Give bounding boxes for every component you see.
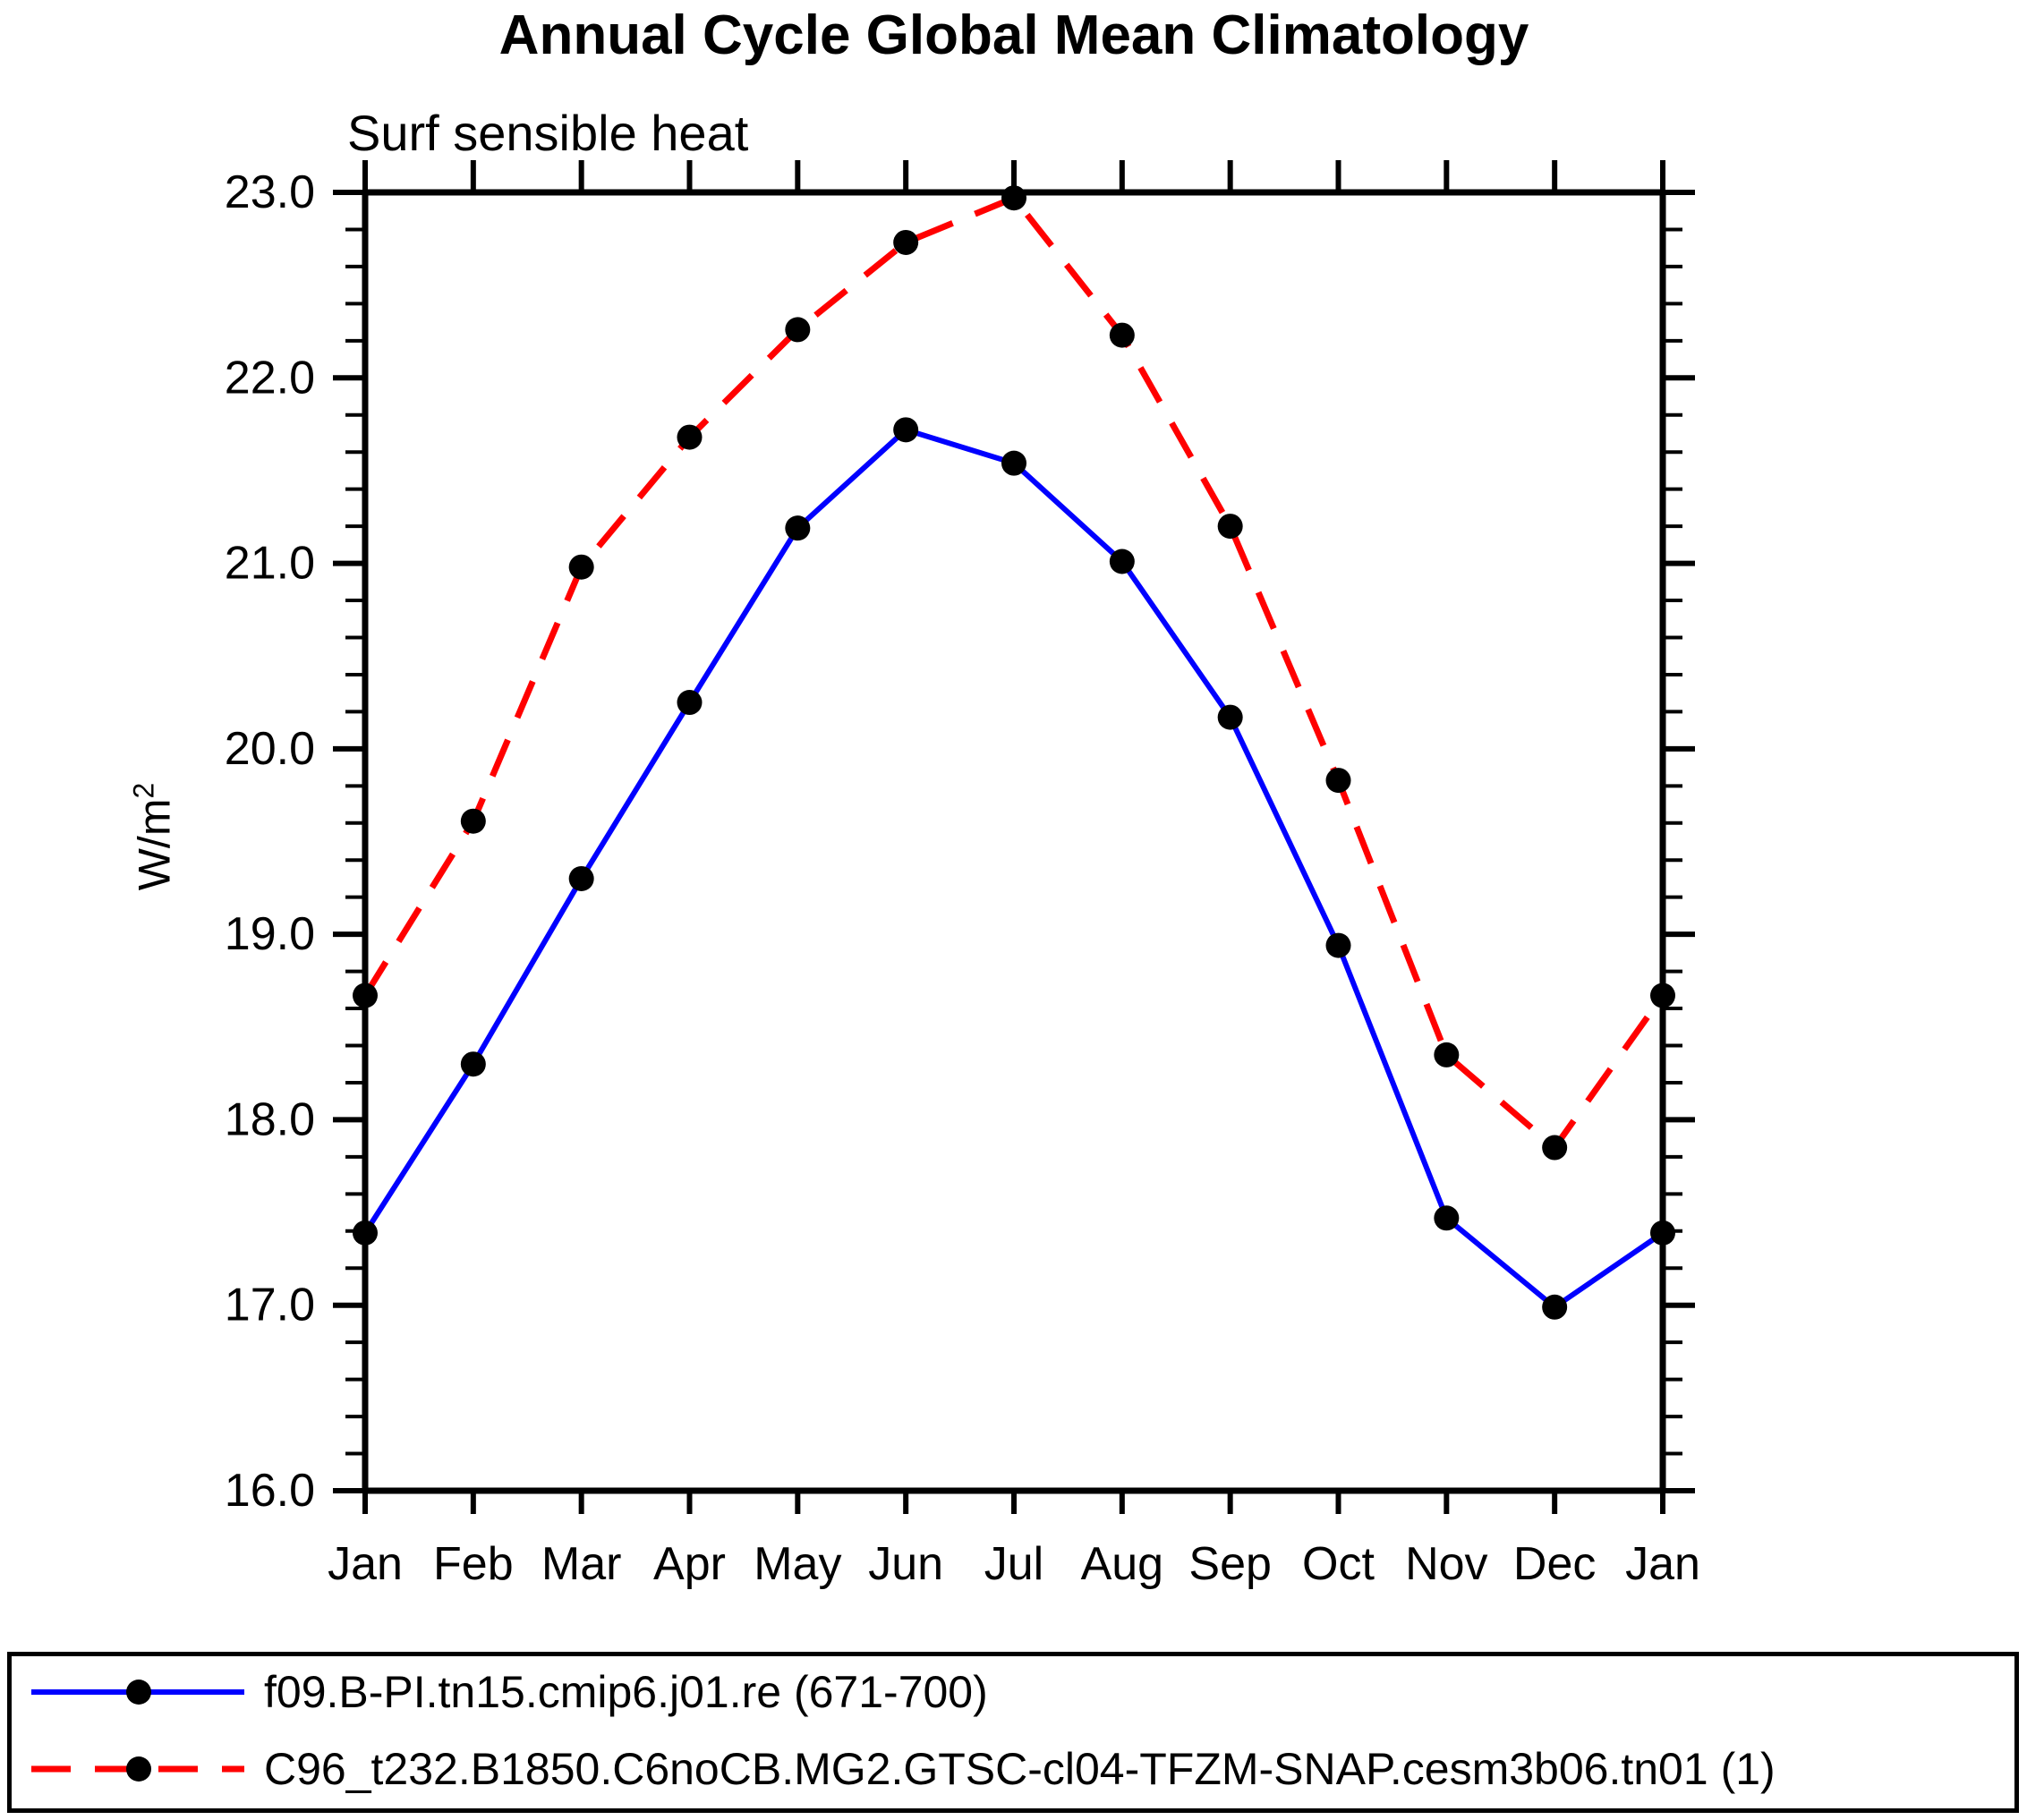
data-point-marker bbox=[460, 808, 486, 834]
data-point-marker bbox=[353, 982, 378, 1008]
x-tick-label: Jan bbox=[328, 1538, 403, 1590]
data-point-marker bbox=[893, 417, 919, 443]
data-point-marker bbox=[677, 690, 703, 716]
data-point-marker bbox=[568, 554, 594, 580]
series-0 bbox=[353, 417, 1675, 1320]
data-point-marker bbox=[1325, 932, 1351, 958]
legend-box: f09.B-PI.tn15.cmip6.j01.re (671-700) C96… bbox=[7, 1652, 2019, 1813]
y-axis-minor-ticks bbox=[345, 227, 1682, 1456]
y-tick-label: 17.0 bbox=[225, 1280, 315, 1331]
data-point-marker bbox=[1109, 549, 1135, 574]
legend-line-sample-solid bbox=[31, 1680, 244, 1705]
x-tick-label: Jul bbox=[984, 1538, 1043, 1590]
chart-title: Annual Cycle Global Mean Climatology bbox=[498, 4, 1529, 66]
data-point-marker bbox=[1542, 1294, 1568, 1320]
data-point-marker bbox=[1434, 1205, 1460, 1231]
data-point-marker bbox=[1650, 1220, 1675, 1246]
legend-label-series-1: C96_t232.B1850.C6noCB.MG2.GTSC-cl04-TFZM… bbox=[264, 1744, 1776, 1794]
plot-frame bbox=[362, 189, 1666, 1494]
series-line-1 bbox=[362, 193, 1665, 1152]
y-tick-label: 22.0 bbox=[225, 352, 315, 404]
y-tick-label: 23.0 bbox=[225, 166, 315, 218]
x-tick-label: Jan bbox=[1625, 1538, 1700, 1590]
x-tick-label: Jun bbox=[868, 1538, 943, 1590]
x-axis-ticks: Jan Feb Mar Apr May Jun Jul Aug Sep Oct Nov Dec Jan bbox=[328, 160, 1700, 1590]
legend-line-sample-dashed bbox=[31, 1756, 244, 1782]
data-point-marker bbox=[568, 865, 594, 891]
y-tick-label: 16.0 bbox=[225, 1465, 315, 1517]
data-point-marker bbox=[1001, 450, 1026, 476]
x-tick-label: Sep bbox=[1188, 1538, 1272, 1590]
x-tick-label: Mar bbox=[541, 1538, 622, 1590]
chart-subtitle: Surf sensible heat bbox=[347, 105, 749, 161]
data-point-marker bbox=[1434, 1042, 1460, 1067]
data-point-marker bbox=[1650, 982, 1675, 1008]
data-point-marker bbox=[1542, 1135, 1568, 1161]
x-tick-label: Dec bbox=[1513, 1538, 1596, 1590]
data-point-marker bbox=[893, 229, 919, 255]
data-point-marker bbox=[353, 1220, 378, 1246]
legend-marker-dot bbox=[126, 1756, 151, 1782]
y-tick-label: 19.0 bbox=[225, 908, 315, 960]
x-tick-label: Oct bbox=[1302, 1538, 1375, 1590]
data-point-marker bbox=[785, 317, 811, 343]
data-point-marker bbox=[1217, 514, 1243, 540]
x-tick-label: Aug bbox=[1081, 1538, 1164, 1590]
x-tick-label: May bbox=[754, 1538, 841, 1590]
data-point-marker bbox=[1325, 768, 1351, 794]
x-tick-label: Apr bbox=[653, 1538, 726, 1590]
legend-label-series-0: f09.B-PI.tn15.cmip6.j01.re (671-700) bbox=[264, 1667, 988, 1717]
y-tick-label: 18.0 bbox=[225, 1093, 315, 1145]
series-1 bbox=[353, 185, 1675, 1161]
legend-marker-dot bbox=[126, 1680, 151, 1705]
legend-item-series-0: f09.B-PI.tn15.cmip6.j01.re (671-700) bbox=[24, 1667, 988, 1717]
data-point-marker bbox=[785, 515, 811, 541]
y-tick-label: 21.0 bbox=[225, 538, 315, 590]
legend-item-series-1: C96_t232.B1850.C6noCB.MG2.GTSC-cl04-TFZM… bbox=[24, 1744, 1776, 1794]
data-point-marker bbox=[1001, 185, 1026, 211]
y-tick-label: 20.0 bbox=[225, 723, 315, 775]
series-line-0 bbox=[362, 426, 1665, 1311]
x-tick-label: Nov bbox=[1405, 1538, 1487, 1590]
data-point-marker bbox=[460, 1051, 486, 1077]
x-tick-label: Feb bbox=[433, 1538, 514, 1590]
data-point-marker bbox=[677, 424, 703, 450]
data-point-marker bbox=[1109, 322, 1135, 348]
y-axis-ticks: 23.0 22.0 21.0 20.0 19.0 18.0 17.0 16.0 bbox=[225, 166, 1695, 1517]
data-point-marker bbox=[1217, 704, 1243, 730]
